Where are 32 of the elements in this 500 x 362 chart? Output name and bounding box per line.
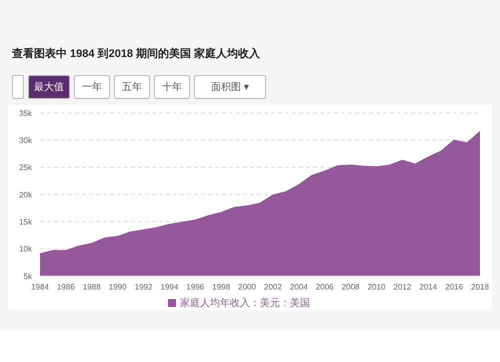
button: 最大值 [28, 75, 70, 99]
y-tick-label: 15k [19, 218, 33, 227]
x-tick-label: 1994 [160, 282, 179, 292]
x-tick-label: 1992 [134, 282, 153, 292]
button: 一年 [74, 75, 110, 99]
x-tick-label: 1984 [31, 282, 50, 292]
x-tick-label: 2010 [368, 282, 386, 292]
x-tick-label: 2006 [316, 282, 334, 292]
x-tick-label: 2000 [238, 282, 257, 292]
x-tick-label: 2002 [264, 282, 282, 292]
x-tick-label: 2012 [393, 282, 412, 292]
x-tick-label: 1990 [108, 282, 128, 292]
y-tick-label: 20k [19, 190, 33, 200]
x-tick-label: 2008 [342, 282, 360, 292]
x-tick-label: 1986 [56, 282, 76, 292]
y-tick-label: 25k [19, 163, 33, 172]
y-tick-label: 10k [19, 244, 33, 254]
x-tick-label: 1998 [212, 282, 231, 292]
y-tick-label: 5k [24, 272, 33, 281]
x-tick-label: 2018 [471, 282, 490, 292]
x-tick-label: 1988 [82, 282, 102, 292]
x-tick-label: 1996 [186, 282, 205, 292]
button: 十年 [154, 75, 190, 99]
button: 面积图 ▾ [194, 75, 266, 99]
x-tick-label: 2004 [290, 282, 308, 292]
y-tick-label: 35k [19, 108, 33, 118]
chart-title: 查看图表中 1984 到2018 期间的美国 家庭人均收入 [12, 46, 262, 61]
button: 五年 [114, 75, 150, 99]
x-tick-label: 2014 [419, 282, 438, 292]
y-tick-label: 30k [19, 136, 33, 146]
x-tick-label: 2016 [445, 282, 464, 292]
legend-label: 家庭人均年收入：美元：美国 [180, 298, 310, 309]
